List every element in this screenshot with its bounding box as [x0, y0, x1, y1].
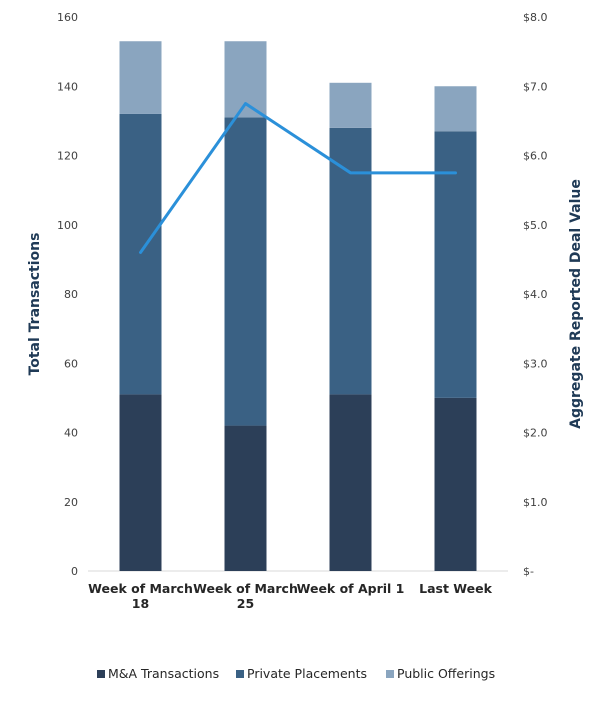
- bar-segment: [224, 117, 267, 426]
- right-tick-label: $6.0: [523, 150, 548, 163]
- left-tick-label: 120: [57, 150, 78, 163]
- legend-label: Private Placements: [247, 666, 367, 681]
- left-tick-label: 60: [64, 357, 78, 370]
- category-label-line: Last Week: [419, 581, 492, 596]
- bar-segment: [119, 41, 162, 114]
- legend-swatch: [236, 670, 244, 678]
- left-tick-label: 80: [64, 288, 78, 301]
- deal-value-line: [139, 102, 457, 254]
- bar-segment: [119, 113, 162, 395]
- legend-label: M&A Transactions: [108, 666, 219, 681]
- bar-segment: [119, 394, 162, 571]
- right-tick-label: $3.0: [523, 357, 548, 370]
- left-tick-label: 20: [64, 496, 78, 509]
- right-axis-title: Aggregate Reported Deal Value: [568, 179, 584, 429]
- legend-label: Public Offerings: [397, 666, 495, 681]
- left-tick-label: 140: [57, 80, 78, 93]
- right-tick-label: $2.0: [523, 427, 548, 440]
- category-label-line: 25: [237, 596, 254, 611]
- category-label: Week of April 1: [297, 581, 405, 596]
- category-label: Last Week: [419, 581, 492, 596]
- right-axis-ticks: $- $1.0 $2.0 $3.0 $4.0 $5.0 $6.0 $7.0 $8.0: [523, 11, 548, 578]
- right-tick-label: $-: [523, 565, 534, 578]
- line-group: [139, 102, 457, 254]
- category-label-line: 18: [132, 596, 149, 611]
- bar-segment: [329, 82, 372, 128]
- left-tick-label: 0: [71, 565, 78, 578]
- category-label-line: Week of March: [88, 581, 193, 596]
- right-tick-label: $5.0: [523, 219, 548, 232]
- category-label: Week of March 25: [193, 581, 298, 611]
- right-tick-label: $4.0: [523, 288, 548, 301]
- legend-swatch: [386, 670, 394, 678]
- bar-segment: [434, 86, 477, 132]
- right-tick-label: $7.0: [523, 80, 548, 93]
- bar-segment: [224, 425, 267, 571]
- left-axis-title: Total Transactions: [27, 233, 43, 376]
- category-label: Week of March 18: [88, 581, 193, 611]
- category-label-line: Week of March: [193, 581, 298, 596]
- left-axis-ticks: 0 20 40 60 80 100 120 140 160: [57, 11, 78, 578]
- category-label-line: Week of April 1: [297, 581, 405, 596]
- legend: M&A Transactions Private Placements Public…: [97, 666, 495, 681]
- right-tick-label: $8.0: [523, 11, 548, 24]
- bar-segment: [434, 397, 477, 571]
- bar-segment: [434, 131, 477, 398]
- bar-segment: [329, 394, 372, 571]
- left-tick-label: 160: [57, 11, 78, 24]
- bars-group: [119, 41, 477, 571]
- left-tick-label: 40: [64, 427, 78, 440]
- legend-swatch: [97, 670, 105, 678]
- right-tick-label: $1.0: [523, 496, 548, 509]
- bar-segment: [329, 127, 372, 395]
- left-tick-label: 100: [57, 219, 78, 232]
